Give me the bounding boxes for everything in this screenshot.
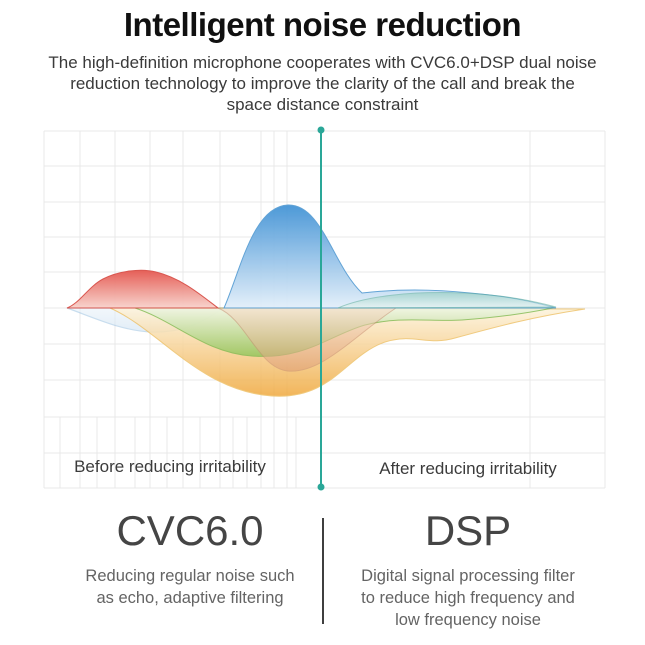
divider-bottom-dot xyxy=(317,483,325,491)
page-title: Intelligent noise reduction xyxy=(123,6,522,43)
after-label: After reducing irritability xyxy=(379,459,557,478)
dsp-title: DSP xyxy=(424,507,512,554)
page-subtitle: The high-definition microphone cooperate… xyxy=(48,53,597,114)
salmon-wave xyxy=(217,307,398,372)
divider-top-dot xyxy=(317,126,325,134)
cvc-title: CVC6.0 xyxy=(116,507,264,554)
feature-cvc: CVC6.0 Reducing regular noise such as ec… xyxy=(53,508,327,609)
feature-dsp: DSP Digital signal processing filter to … xyxy=(336,508,600,631)
before-label: Before reducing irritability xyxy=(74,457,266,476)
red-wave xyxy=(66,269,220,309)
dsp-description: Digital signal processing filter to redu… xyxy=(361,567,575,629)
blue-wave xyxy=(223,204,557,309)
teal-tail-wave xyxy=(337,292,557,309)
cvc-description: Reducing regular noise such as echo, ada… xyxy=(85,567,295,607)
feature-divider xyxy=(322,518,324,624)
